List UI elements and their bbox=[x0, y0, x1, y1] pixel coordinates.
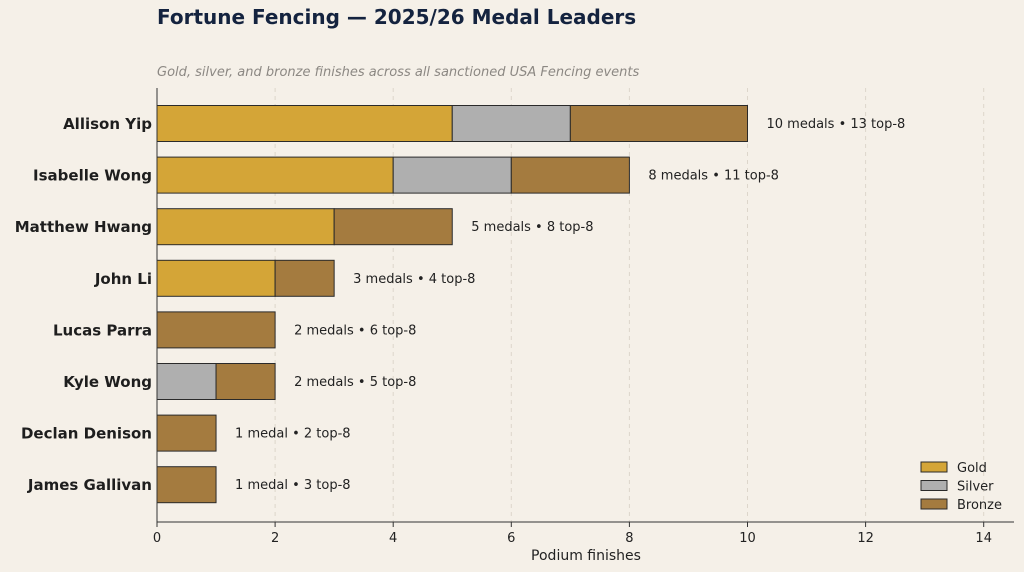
bar-bronze bbox=[510, 156, 630, 194]
bar-gold bbox=[156, 259, 276, 297]
bar-annotation: 10 medals • 13 top-8 bbox=[767, 117, 906, 132]
x-tick-label: 12 bbox=[857, 531, 874, 546]
x-tick-label: 0 bbox=[153, 531, 161, 546]
bar-annotation: 1 medal • 2 top-8 bbox=[235, 427, 350, 442]
x-tick-label: 4 bbox=[389, 531, 397, 546]
category-label: Isabelle Wong bbox=[33, 167, 152, 185]
x-tick-label: 6 bbox=[507, 531, 515, 546]
bar-silver bbox=[392, 156, 512, 194]
bar-annotation: 8 medals • 11 top-8 bbox=[648, 169, 779, 184]
bar-annotation: 2 medals • 5 top-8 bbox=[294, 375, 416, 390]
bar-gold bbox=[156, 156, 394, 194]
chart-subtitle: Gold, silver, and bronze finishes across… bbox=[157, 65, 640, 80]
bar-gold bbox=[156, 105, 453, 142]
legend-label: Bronze bbox=[957, 498, 1002, 513]
category-label: Declan Denison bbox=[21, 425, 152, 443]
bar-bronze bbox=[274, 259, 335, 297]
x-axis-label: Podium finishes bbox=[531, 548, 641, 564]
chart-title: Fortune Fencing — 2025/26 Medal Leaders bbox=[157, 5, 637, 29]
bar-annotation: 5 medals • 8 top-8 bbox=[471, 220, 593, 235]
x-tick-label: 10 bbox=[739, 531, 756, 546]
bar-bronze bbox=[156, 414, 217, 452]
bar-annotation: 2 medals • 6 top-8 bbox=[294, 323, 416, 338]
x-tick-label: 8 bbox=[625, 531, 633, 546]
legend-swatch-bronze bbox=[920, 498, 948, 510]
bar-bronze bbox=[156, 466, 217, 504]
bar-annotation: 1 medal • 3 top-8 bbox=[235, 478, 350, 493]
category-label: Lucas Parra bbox=[53, 321, 152, 339]
bar-bronze bbox=[569, 105, 748, 142]
bar-bronze bbox=[156, 311, 276, 349]
x-tick-label: 2 bbox=[271, 531, 279, 546]
bar-annotation: 3 medals • 4 top-8 bbox=[353, 272, 475, 287]
bar-silver bbox=[451, 105, 571, 142]
bar-bronze bbox=[333, 208, 453, 246]
bar-silver bbox=[156, 363, 217, 400]
category-label: Kyle Wong bbox=[63, 373, 152, 391]
category-label: Allison Yip bbox=[63, 115, 152, 133]
legend-swatch-gold bbox=[920, 461, 948, 473]
bar-gold bbox=[156, 208, 335, 246]
bar-bronze bbox=[215, 363, 276, 400]
legend-swatch-silver bbox=[920, 480, 948, 491]
legend-label: Gold bbox=[957, 461, 987, 476]
category-label: Matthew Hwang bbox=[15, 218, 152, 236]
category-label: John Li bbox=[94, 270, 152, 288]
x-tick-label: 14 bbox=[975, 531, 992, 546]
legend-label: Silver bbox=[957, 480, 994, 495]
category-label: James Gallivan bbox=[27, 476, 152, 494]
